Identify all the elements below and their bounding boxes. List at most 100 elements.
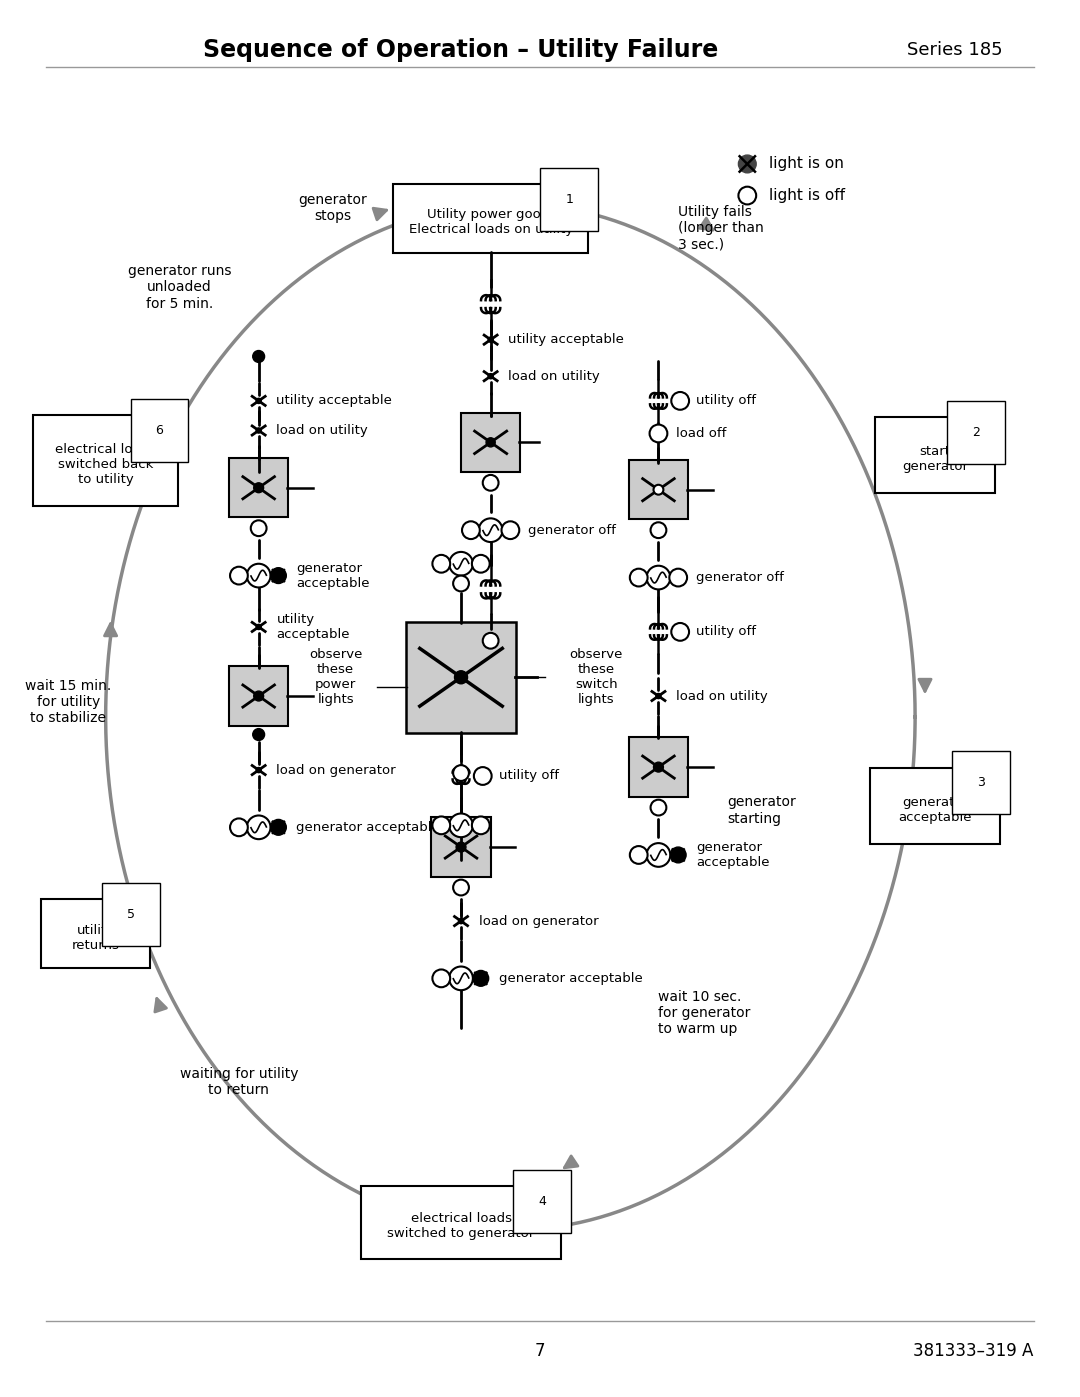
Circle shape: [449, 967, 473, 990]
Circle shape: [270, 567, 286, 584]
Circle shape: [488, 373, 494, 379]
Text: generator off: generator off: [696, 571, 784, 584]
Text: waiting for utility
to return: waiting for utility to return: [179, 1067, 298, 1097]
Circle shape: [254, 483, 264, 493]
Circle shape: [672, 393, 689, 409]
Circle shape: [256, 398, 261, 404]
Circle shape: [670, 569, 687, 587]
FancyBboxPatch shape: [875, 418, 995, 493]
Circle shape: [478, 518, 502, 542]
Circle shape: [230, 567, 247, 584]
Circle shape: [472, 816, 489, 834]
Text: light is off: light is off: [769, 189, 845, 203]
Circle shape: [254, 692, 264, 701]
Text: 6: 6: [156, 423, 163, 437]
Text: 5: 5: [127, 908, 135, 921]
Text: load on generator: load on generator: [478, 915, 598, 928]
FancyBboxPatch shape: [461, 412, 521, 472]
Circle shape: [647, 844, 671, 866]
Circle shape: [647, 566, 671, 590]
Text: wait 15 min.
for utility
to stabilize: wait 15 min. for utility to stabilize: [25, 679, 111, 725]
Circle shape: [432, 816, 450, 834]
Text: Utility power good.
Electrical loads on utility: Utility power good. Electrical loads on …: [408, 208, 572, 236]
Circle shape: [501, 521, 519, 539]
Text: observe
these
switch
lights: observe these switch lights: [569, 648, 623, 707]
Circle shape: [432, 970, 450, 988]
Circle shape: [256, 767, 261, 773]
Circle shape: [247, 564, 270, 588]
Text: utility
returns: utility returns: [72, 923, 120, 951]
Circle shape: [630, 847, 648, 863]
Circle shape: [247, 816, 270, 840]
Circle shape: [472, 555, 489, 573]
Circle shape: [251, 520, 267, 536]
FancyBboxPatch shape: [869, 767, 1000, 844]
Text: generator acceptable: generator acceptable: [296, 821, 440, 834]
Circle shape: [672, 623, 689, 641]
Text: generator
acceptable: generator acceptable: [296, 562, 369, 590]
Circle shape: [483, 633, 499, 648]
FancyBboxPatch shape: [406, 622, 516, 732]
Circle shape: [432, 555, 450, 573]
Text: load on utility: load on utility: [276, 425, 368, 437]
Circle shape: [253, 351, 265, 362]
Circle shape: [253, 729, 265, 740]
Text: 7: 7: [535, 1341, 545, 1359]
Circle shape: [653, 485, 663, 495]
Circle shape: [483, 475, 499, 490]
Circle shape: [462, 521, 480, 539]
Text: utility off: utility off: [696, 626, 756, 638]
Text: 1: 1: [565, 193, 573, 205]
Text: generator
stops: generator stops: [298, 193, 367, 224]
Text: Series 185: Series 185: [907, 42, 1002, 60]
Text: load on utility: load on utility: [509, 370, 600, 383]
Text: 3: 3: [977, 777, 985, 789]
Circle shape: [739, 155, 756, 173]
Circle shape: [649, 425, 667, 443]
Circle shape: [456, 842, 465, 852]
Text: generator runs
unloaded
for 5 min.: generator runs unloaded for 5 min.: [127, 264, 231, 310]
Text: utility acceptable: utility acceptable: [276, 394, 392, 408]
Circle shape: [650, 522, 666, 538]
FancyBboxPatch shape: [229, 666, 288, 725]
FancyBboxPatch shape: [629, 460, 688, 520]
Circle shape: [671, 847, 686, 863]
Text: light is on: light is on: [769, 156, 843, 172]
Circle shape: [630, 569, 648, 587]
Circle shape: [458, 918, 463, 923]
Text: electrical loads
switched back
to utility: electrical loads switched back to utilit…: [55, 443, 157, 486]
Circle shape: [653, 763, 663, 773]
Text: generator acceptable: generator acceptable: [499, 972, 643, 985]
FancyBboxPatch shape: [629, 738, 688, 796]
Text: 2: 2: [972, 426, 981, 439]
Circle shape: [256, 427, 261, 433]
Circle shape: [270, 820, 286, 835]
Circle shape: [230, 819, 247, 837]
Text: Sequence of Operation – Utility Failure: Sequence of Operation – Utility Failure: [203, 39, 718, 63]
FancyBboxPatch shape: [393, 184, 588, 253]
Circle shape: [256, 624, 261, 630]
Text: load on utility: load on utility: [676, 690, 768, 703]
Text: electrical loads
switched to generator: electrical loads switched to generator: [388, 1213, 535, 1241]
FancyBboxPatch shape: [33, 415, 178, 506]
Text: utility acceptable: utility acceptable: [509, 332, 624, 346]
Text: start
generator: start generator: [902, 446, 968, 474]
Circle shape: [454, 766, 469, 781]
Circle shape: [650, 799, 666, 816]
Circle shape: [473, 971, 488, 986]
Circle shape: [739, 187, 756, 204]
Text: utility off: utility off: [696, 394, 756, 408]
FancyBboxPatch shape: [362, 1186, 561, 1259]
Circle shape: [488, 337, 494, 342]
FancyBboxPatch shape: [229, 458, 288, 517]
Circle shape: [454, 576, 469, 591]
Text: load off: load off: [676, 427, 727, 440]
Text: utility off: utility off: [499, 770, 558, 782]
Text: Utility fails
(longer than
3 sec.): Utility fails (longer than 3 sec.): [678, 205, 764, 251]
Text: 381333–319 A: 381333–319 A: [914, 1341, 1034, 1359]
Circle shape: [454, 880, 469, 895]
Circle shape: [474, 767, 491, 785]
FancyBboxPatch shape: [431, 817, 490, 877]
Text: load on generator: load on generator: [276, 764, 396, 777]
Circle shape: [449, 813, 473, 837]
